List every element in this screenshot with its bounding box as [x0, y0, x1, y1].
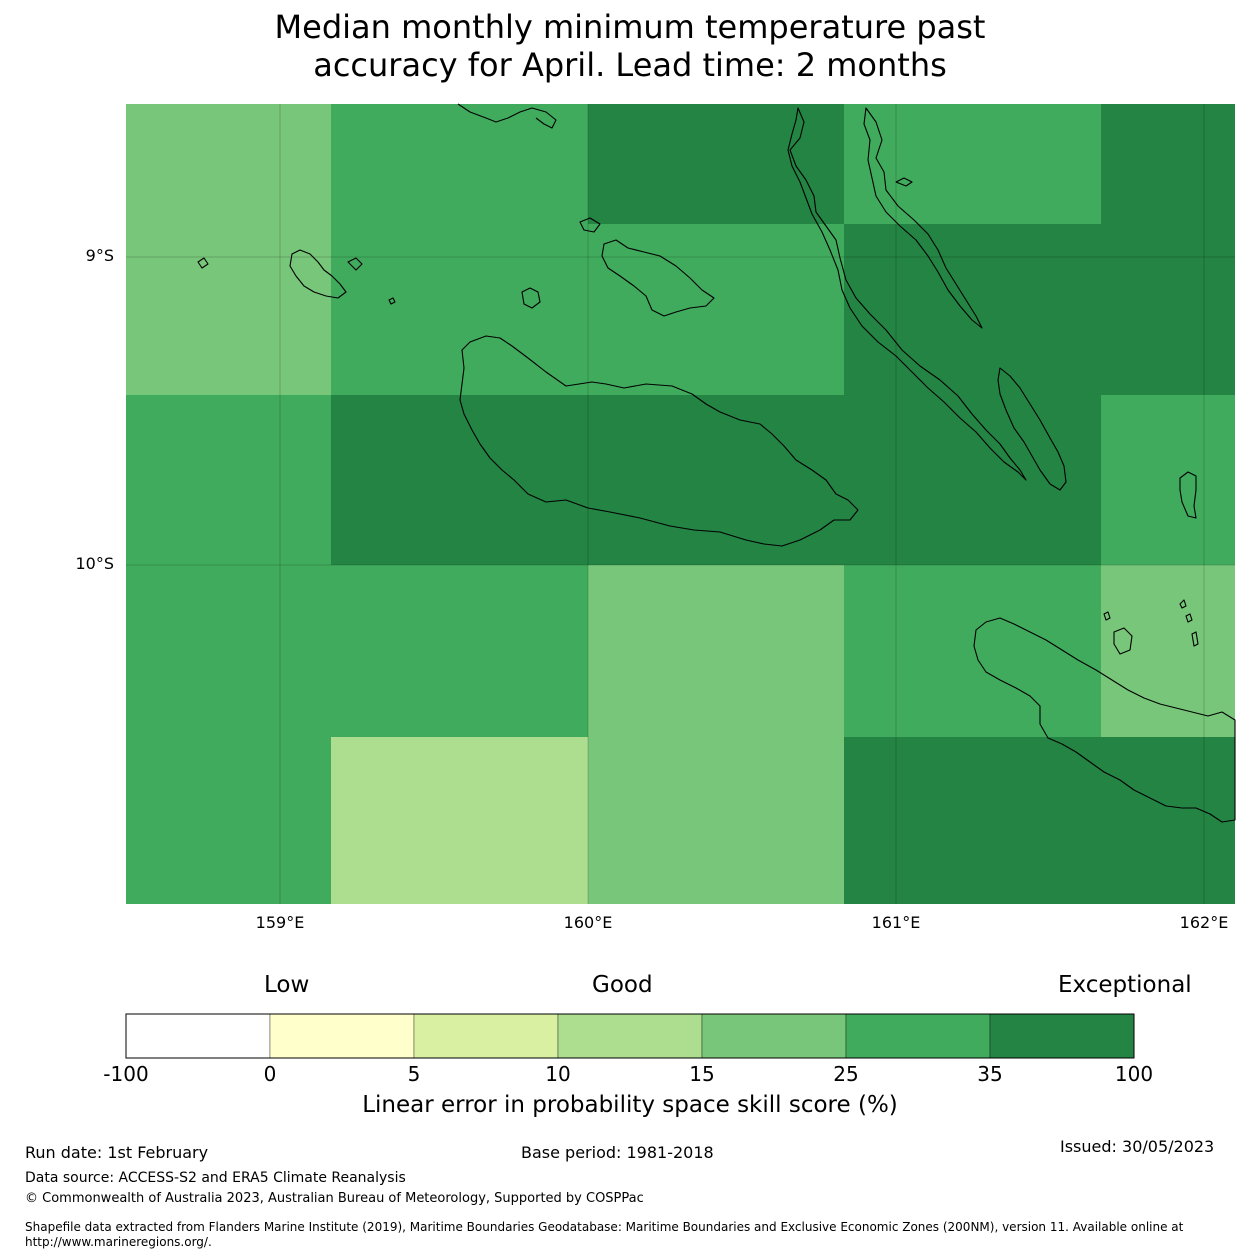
coastline-russell	[289, 249, 347, 299]
coastlines	[197, 103, 1236, 823]
lat-label-10s: 10°S	[75, 554, 114, 573]
lon-label-161e: 161°E	[871, 913, 921, 932]
lat-label-9s: 9°S	[85, 246, 114, 265]
colorbar-tick-minus100: -100	[103, 1062, 149, 1086]
skill-cell-r0-c3	[844, 104, 1101, 224]
skill-cell-r4-c0	[126, 737, 331, 904]
category-low: Low	[264, 972, 310, 998]
coastline-islet-7	[1103, 611, 1111, 621]
skill-cell-r4-c3	[844, 737, 1101, 904]
skill-grid-cells	[126, 104, 1235, 904]
category-good: Good	[592, 972, 653, 998]
skill-cell-r3-c2	[588, 565, 844, 737]
coastline-islet-3	[388, 297, 396, 305]
coastline-islet-9	[1185, 613, 1193, 623]
colorbar-label: Linear error in probability space skill …	[362, 1092, 898, 1118]
skill-cell-r2-c1	[331, 395, 588, 565]
colorbar-tick-10: 10	[545, 1062, 571, 1086]
skill-cell-r4-c1	[331, 737, 588, 904]
copyright: © Commonwealth of Australia 2023, Austra…	[25, 1191, 644, 1206]
skill-cell-r3-c3	[844, 565, 1101, 737]
coastline-islet-1	[197, 257, 209, 269]
coastline-santa-isabel	[787, 107, 1027, 481]
skill-cell-r0-c1	[331, 104, 588, 224]
coastline-islet-4	[579, 217, 601, 233]
skill-cell-r2-c4	[1101, 395, 1235, 565]
base-period: Base period: 1981-2018	[521, 1143, 714, 1162]
skill-cell-r3-c1	[331, 565, 588, 737]
skill-cell-r0-c2	[588, 104, 844, 224]
colorbar-tick-5: 5	[407, 1062, 421, 1086]
lon-label-162e: 162°E	[1179, 913, 1229, 932]
colorbar-tick-25: 25	[833, 1062, 859, 1086]
map-title-line-2: accuracy for April. Lead time: 2 months	[313, 46, 947, 84]
coastline-islet-6	[1113, 627, 1133, 655]
skill-cell-r1-c1	[331, 224, 588, 395]
skill-cell-r1-c0	[126, 224, 331, 395]
skill-cell-r1-c2	[588, 224, 844, 395]
map-title-line-1: Median monthly minimum temperature past	[274, 8, 986, 46]
skill-cell-r1-c4	[1101, 224, 1235, 395]
skill-cell-r4-c4	[1101, 737, 1235, 904]
skill-cell-r2-c3	[844, 395, 1101, 565]
coastline-savo	[521, 287, 541, 309]
coastline-ulawa	[1179, 471, 1197, 519]
category-exceptional: Exceptional	[1058, 972, 1192, 998]
skill-cell-r2-c2	[588, 395, 844, 565]
graticule	[126, 104, 1235, 904]
coastline-islet-2	[347, 257, 363, 271]
skill-cell-r4-c2	[588, 737, 844, 904]
colorbar-tick-15: 15	[689, 1062, 715, 1086]
coastline-makira	[973, 617, 1236, 823]
coastline-choiseul	[863, 107, 983, 329]
data-source: Data source: ACCESS-S2 and ERA5 Climate …	[25, 1170, 406, 1186]
coastline-islet-5	[895, 177, 913, 187]
skill-cell-r2-c0	[126, 395, 331, 565]
colorbar-tick-100: 100	[1114, 1062, 1154, 1086]
skill-cell-r0-c4	[1101, 104, 1235, 224]
skill-cell-r0-c0	[126, 104, 331, 224]
shapefile-credit-line-2: http://www.marineregions.org/.	[25, 1235, 212, 1249]
issued-date: Issued: 30/05/2023	[1060, 1137, 1215, 1156]
colorbar-tick-0: 0	[263, 1062, 277, 1086]
lon-label-160e: 160°E	[563, 913, 613, 932]
run-date: Run date: 1st February	[25, 1143, 209, 1162]
skill-cell-r3-c0	[126, 565, 331, 737]
shapefile-credit-line-1: Shapefile data extracted from Flanders M…	[25, 1220, 1184, 1234]
lon-label-159e: 159°E	[255, 913, 305, 932]
coastline-nggela	[601, 239, 715, 317]
coastline-islet-10	[1191, 631, 1199, 647]
coastline-malaita	[997, 367, 1067, 491]
coastline-islet-8	[1179, 599, 1187, 609]
skill-cell-r3-c4	[1101, 565, 1235, 737]
colorbar-tick-35: 35	[977, 1062, 1003, 1086]
coastline-guadalcanal	[459, 335, 859, 547]
coastline-ngella-north	[457, 103, 557, 129]
